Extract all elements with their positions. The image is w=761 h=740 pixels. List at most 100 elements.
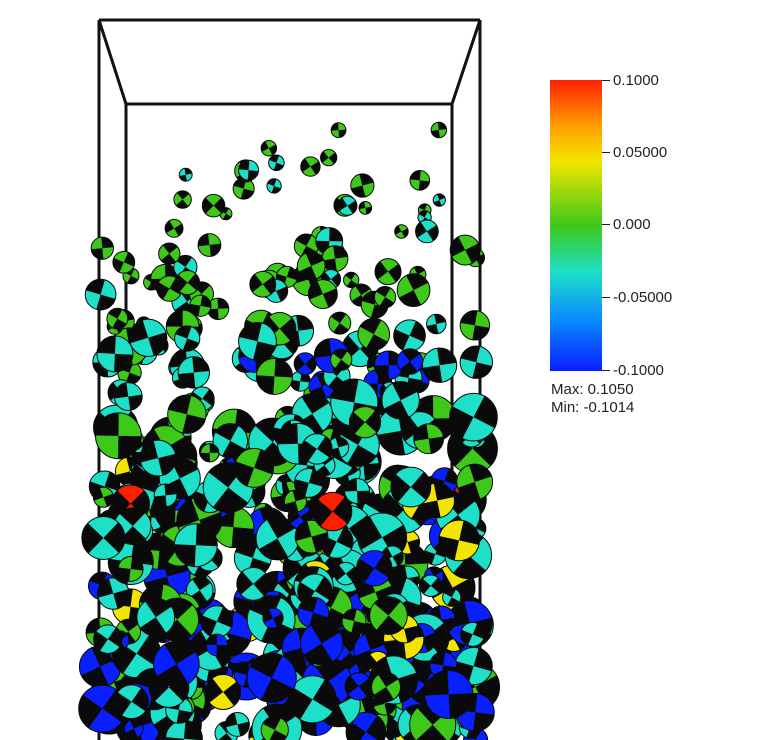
particle <box>205 633 229 657</box>
particle <box>330 122 347 139</box>
particle <box>262 607 284 629</box>
legend-max-value: Max: 0.1050 <box>551 381 634 398</box>
particle <box>373 285 397 309</box>
particle <box>356 550 393 587</box>
particle <box>238 321 277 361</box>
particle <box>334 561 358 586</box>
particle <box>394 224 409 239</box>
particle <box>106 307 129 330</box>
particle <box>266 178 282 194</box>
particle <box>114 684 149 720</box>
particle <box>373 350 404 381</box>
particle <box>113 382 143 411</box>
particle <box>201 193 226 218</box>
particle <box>396 273 431 308</box>
particle <box>330 348 353 371</box>
particle-field <box>78 121 501 740</box>
particle <box>205 674 242 710</box>
particle <box>421 347 458 383</box>
particle <box>345 711 387 740</box>
particle <box>459 310 491 341</box>
particle <box>459 345 493 379</box>
particle <box>293 352 317 376</box>
particle <box>294 519 329 554</box>
particle <box>337 195 358 216</box>
box-edge <box>450 19 482 105</box>
particle <box>449 234 481 266</box>
particle <box>174 270 201 296</box>
particle <box>301 433 333 465</box>
particle <box>189 294 212 317</box>
particle <box>381 380 420 420</box>
particle <box>413 423 445 455</box>
particle <box>456 463 494 501</box>
particle <box>174 325 201 352</box>
particle <box>300 156 321 177</box>
particle <box>97 577 130 610</box>
particle <box>350 173 375 198</box>
particle <box>393 319 426 352</box>
particle <box>299 621 344 666</box>
particle <box>112 250 136 274</box>
legend-min-value: Min: -0.1014 <box>551 399 635 416</box>
particle <box>415 219 439 244</box>
particle <box>449 392 498 442</box>
particle <box>296 251 326 281</box>
particle <box>442 587 462 607</box>
particle <box>409 170 431 191</box>
particle <box>424 669 474 719</box>
particle <box>238 159 260 181</box>
particle <box>396 348 424 375</box>
particle <box>164 218 184 238</box>
legend-tick <box>602 152 610 153</box>
particle <box>178 167 193 182</box>
particle <box>288 675 337 724</box>
particle <box>167 394 207 434</box>
legend-tick-label: 0.000 <box>613 216 651 233</box>
particle <box>268 154 285 172</box>
legend-tick <box>602 224 610 225</box>
particle <box>255 357 294 395</box>
legend-tick <box>602 80 610 81</box>
particle <box>96 335 134 373</box>
particle <box>200 443 220 463</box>
particle <box>158 242 181 265</box>
particle <box>236 566 271 601</box>
particle <box>432 193 446 207</box>
particle <box>224 712 250 737</box>
particle <box>336 423 380 467</box>
particle <box>348 406 382 439</box>
particle <box>212 423 249 459</box>
particle <box>153 640 200 688</box>
particle <box>81 515 126 560</box>
particle <box>312 491 353 532</box>
particle <box>173 523 218 568</box>
particle <box>95 412 142 460</box>
particle <box>255 516 300 561</box>
particle <box>438 519 480 562</box>
particle <box>136 597 176 637</box>
particle <box>200 605 234 638</box>
particle <box>328 311 352 335</box>
particle <box>371 671 402 703</box>
legend-tick-label: 0.05000 <box>613 144 668 161</box>
particle <box>344 478 371 505</box>
particle <box>197 233 222 257</box>
particle <box>129 318 168 357</box>
particle <box>260 140 278 157</box>
particle <box>206 297 230 320</box>
particle <box>460 621 486 647</box>
particle <box>173 190 192 209</box>
particle <box>358 201 373 215</box>
legend-tick-label: 0.1000 <box>613 72 659 89</box>
color-legend-bar <box>550 80 602 371</box>
particle <box>369 596 408 635</box>
particle <box>177 356 210 389</box>
box-edge <box>97 19 128 105</box>
particle <box>343 271 360 289</box>
particle <box>374 258 402 286</box>
particle <box>390 466 432 508</box>
legend-tick-label: -0.1000 <box>613 362 664 379</box>
particle <box>124 718 144 739</box>
